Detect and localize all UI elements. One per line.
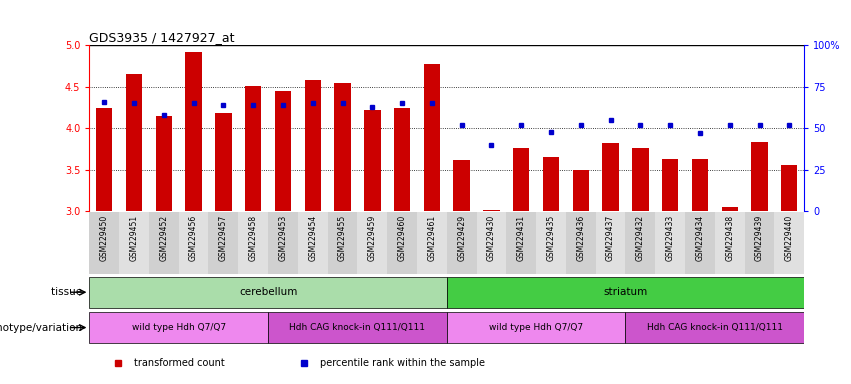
Text: GSM229440: GSM229440	[785, 215, 794, 262]
Bar	[781, 165, 797, 211]
Text: wild type Hdh Q7/Q7: wild type Hdh Q7/Q7	[489, 323, 583, 332]
Bar	[298, 212, 328, 274]
Text: GSM229429: GSM229429	[457, 215, 466, 261]
Text: GSM229459: GSM229459	[368, 215, 377, 262]
Text: GSM229458: GSM229458	[248, 215, 258, 261]
Text: GSM229452: GSM229452	[159, 215, 168, 261]
Bar	[424, 64, 440, 211]
Text: GSM229453: GSM229453	[278, 215, 288, 262]
Bar	[96, 108, 112, 211]
Bar	[625, 212, 655, 274]
Text: GSM229451: GSM229451	[129, 215, 139, 261]
Bar	[179, 212, 208, 274]
Bar	[334, 83, 351, 211]
Bar	[625, 312, 804, 343]
Bar	[89, 276, 447, 308]
Text: GSM229450: GSM229450	[100, 215, 109, 262]
Bar	[543, 157, 559, 211]
Bar	[447, 276, 804, 308]
Bar	[238, 212, 268, 274]
Bar	[513, 148, 529, 211]
Bar	[685, 212, 715, 274]
Bar	[447, 312, 625, 343]
Text: GSM229438: GSM229438	[725, 215, 734, 261]
Text: GSM229456: GSM229456	[189, 215, 198, 262]
Bar	[655, 212, 685, 274]
Text: cerebellum: cerebellum	[239, 287, 297, 297]
Bar	[417, 212, 447, 274]
Text: GSM229433: GSM229433	[665, 215, 675, 262]
Bar	[268, 312, 447, 343]
Bar	[536, 212, 566, 274]
Bar	[573, 170, 589, 211]
Text: GSM229430: GSM229430	[487, 215, 496, 262]
Text: genotype/variation: genotype/variation	[0, 323, 85, 333]
Bar	[632, 148, 648, 211]
Text: GSM229454: GSM229454	[308, 215, 317, 262]
Text: Hdh CAG knock-in Q111/Q111: Hdh CAG knock-in Q111/Q111	[289, 323, 426, 332]
Text: GSM229432: GSM229432	[636, 215, 645, 261]
Bar	[89, 312, 268, 343]
Bar	[328, 212, 357, 274]
Text: GSM229455: GSM229455	[338, 215, 347, 262]
Bar	[268, 212, 298, 274]
Bar	[774, 212, 804, 274]
Text: GSM229434: GSM229434	[695, 215, 705, 262]
Text: Hdh CAG knock-in Q111/Q111: Hdh CAG knock-in Q111/Q111	[647, 323, 783, 332]
Text: wild type Hdh Q7/Q7: wild type Hdh Q7/Q7	[132, 323, 226, 332]
Bar	[245, 86, 261, 211]
Bar	[305, 80, 321, 211]
Bar	[126, 74, 142, 211]
Bar	[447, 212, 477, 274]
Bar	[208, 212, 238, 274]
Text: GSM229439: GSM229439	[755, 215, 764, 262]
Bar	[364, 110, 380, 211]
Text: striatum: striatum	[603, 287, 648, 297]
Bar	[454, 160, 470, 211]
Bar	[186, 52, 202, 211]
Bar	[357, 212, 387, 274]
Text: tissue: tissue	[51, 287, 85, 297]
Text: GSM229461: GSM229461	[427, 215, 437, 261]
Bar	[715, 212, 745, 274]
Bar	[692, 159, 708, 211]
Bar	[506, 212, 536, 274]
Bar	[275, 91, 291, 211]
Bar	[477, 212, 506, 274]
Bar	[156, 116, 172, 211]
Text: GSM229431: GSM229431	[517, 215, 526, 261]
Bar	[596, 212, 625, 274]
Text: GSM229437: GSM229437	[606, 215, 615, 262]
Bar	[483, 210, 500, 211]
Bar	[603, 143, 619, 211]
Text: GDS3935 / 1427927_at: GDS3935 / 1427927_at	[89, 31, 235, 44]
Text: GSM229460: GSM229460	[397, 215, 407, 262]
Bar	[119, 212, 149, 274]
Bar	[751, 142, 768, 211]
Bar	[394, 108, 410, 211]
Bar	[745, 212, 774, 274]
Text: transformed count: transformed count	[134, 358, 225, 368]
Text: GSM229435: GSM229435	[546, 215, 556, 262]
Bar	[387, 212, 417, 274]
Bar	[89, 212, 119, 274]
Text: percentile rank within the sample: percentile rank within the sample	[319, 358, 484, 368]
Bar	[215, 113, 231, 211]
Bar	[149, 212, 179, 274]
Bar	[662, 159, 678, 211]
Text: GSM229457: GSM229457	[219, 215, 228, 262]
Bar	[566, 212, 596, 274]
Bar	[722, 207, 738, 211]
Text: GSM229436: GSM229436	[576, 215, 585, 262]
